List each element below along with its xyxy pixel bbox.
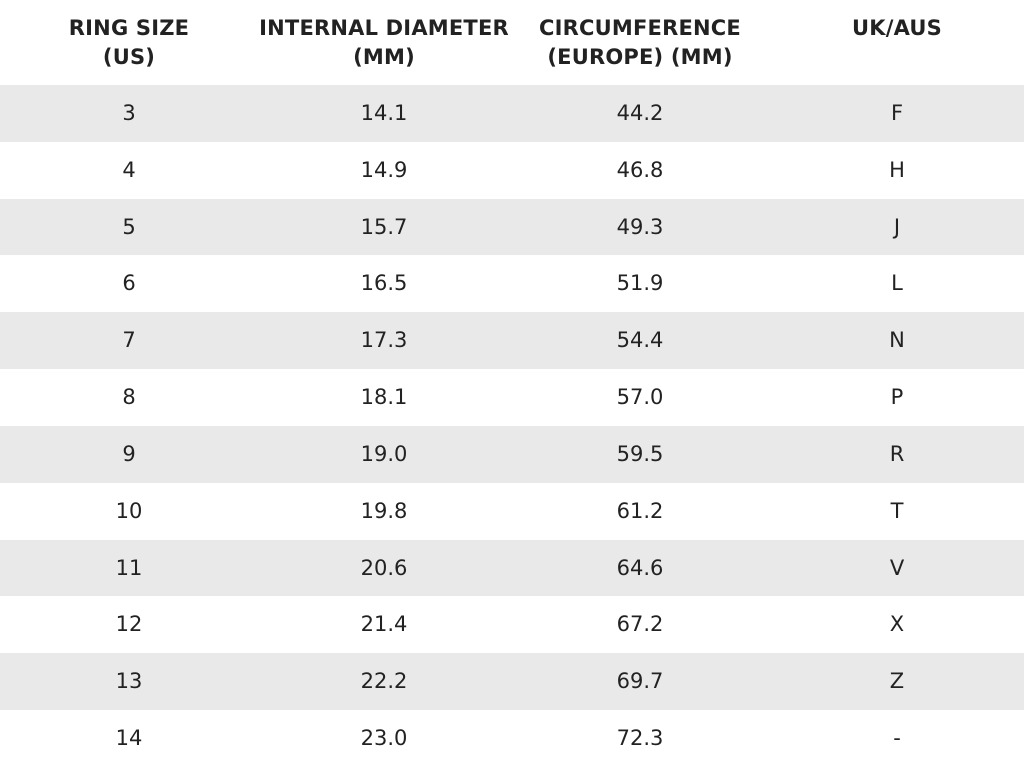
table-cell: - (893, 726, 901, 751)
table-row: 9 19.0 59.5 R (0, 425, 1024, 483)
header-cell: CIRCUMFERENCE (EUROPE) (MM) (512, 14, 768, 72)
table-cell: 46.8 (616, 157, 664, 182)
header-text: CIRCUMFERENCE (539, 16, 741, 40)
table-cell: 59.5 (616, 441, 664, 466)
header-text: RING SIZE (68, 16, 190, 40)
table-cell: 54.4 (616, 328, 664, 353)
table-header: RING SIZE (US) INTERNAL DIAMETER (MM) CIRCUM… (0, 0, 1024, 85)
table-cell: 12 (115, 612, 143, 637)
table-cell: 67.2 (616, 612, 664, 637)
table-row: 13 22.2 69.7 Z (0, 653, 1024, 711)
table-row: 3 14.1 44.2 F (0, 85, 1024, 142)
table-cell: 4 (122, 157, 136, 182)
table-row: 6 16.5 51.9 L (0, 255, 1024, 312)
table-cell: 69.7 (616, 669, 664, 694)
table-cell: 49.3 (616, 214, 664, 239)
table-cell: H (889, 157, 905, 182)
header-text: (MM) (353, 45, 415, 69)
table-row: 4 14.9 46.8 H (0, 142, 1024, 199)
table-cell: 17.3 (360, 328, 408, 353)
table-cell: 22.2 (360, 669, 408, 694)
table-cell: 16.5 (360, 271, 408, 296)
table-cell: Z (889, 669, 905, 694)
header-cell: UK/AUS (769, 14, 1024, 43)
table-cell: V (889, 555, 905, 580)
table-cell: 7 (122, 328, 136, 353)
table-cell: 61.2 (616, 498, 664, 523)
table-row: 10 19.8 61.2 T (0, 483, 1024, 540)
table-row: 5 15.7 49.3 J (0, 198, 1024, 256)
header-text: (US) (102, 45, 156, 69)
table-row: 14 23.0 72.3 - (0, 710, 1024, 767)
table-row: 8 18.1 57.0 P (0, 369, 1024, 426)
header-text: UK/AUS (852, 16, 942, 40)
table-cell: 20.6 (360, 555, 408, 580)
header-cell: INTERNAL DIAMETER (MM) (256, 14, 512, 72)
table-cell: 72.3 (616, 726, 664, 751)
table-cell: 13 (115, 669, 143, 694)
table-cell: 44.2 (616, 101, 664, 125)
table-cell: L (891, 271, 903, 296)
table-cell: 14.9 (360, 157, 408, 182)
table-cell: P (890, 385, 904, 410)
table-cell: 18.1 (360, 385, 408, 410)
table-cell: 15.7 (360, 214, 408, 239)
table-row: 12 21.4 67.2 X (0, 596, 1024, 653)
table-cell: N (889, 328, 905, 353)
table-cell: T (890, 498, 904, 523)
table-row: 7 17.3 54.4 N (0, 312, 1024, 370)
header-text: INTERNAL DIAMETER (259, 16, 509, 40)
table-cell: 64.6 (616, 555, 664, 580)
table-cell: F (890, 101, 904, 125)
table-cell: 51.9 (616, 271, 664, 296)
table-cell: 19.8 (360, 498, 408, 523)
table-cell: 8 (122, 385, 136, 410)
table-cell: J (893, 214, 901, 239)
table-cell: X (889, 612, 905, 637)
table-cell: 57.0 (616, 385, 664, 410)
header-cell: RING SIZE (US) (1, 14, 257, 72)
table-cell: 9 (122, 441, 136, 466)
table-cell: 19.0 (360, 441, 408, 466)
table-cell: 5 (122, 214, 136, 239)
table-cell: 23.0 (360, 726, 408, 751)
header-text: (EUROPE) (MM) (547, 45, 733, 69)
table-cell: 11 (115, 555, 143, 580)
table-cell: R (889, 441, 905, 466)
table-cell: 3 (122, 101, 136, 125)
table-row: 11 20.6 64.6 V (0, 539, 1024, 597)
table-cell: 21.4 (360, 612, 408, 637)
table-cell: 14 (115, 726, 143, 751)
table-cell: 10 (115, 498, 143, 523)
table-cell: 14.1 (360, 101, 408, 125)
table-cell: 6 (122, 271, 136, 296)
